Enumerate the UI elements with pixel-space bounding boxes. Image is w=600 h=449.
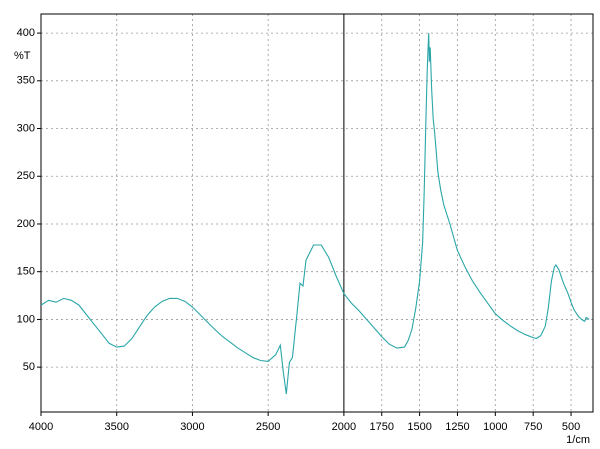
y-tick-label: 250 — [17, 170, 35, 182]
x-tick-label: 1500 — [407, 421, 431, 433]
x-tick-label: 1000 — [483, 421, 507, 433]
plot-frame — [40, 13, 594, 413]
y-tick-label: 150 — [17, 266, 35, 278]
x-tick-label: 4000 — [29, 421, 53, 433]
x-tick-label: 1750 — [369, 421, 393, 433]
y-axis-label: %T — [14, 50, 31, 62]
y-tick-label: 400 — [17, 27, 35, 39]
spectrum-line — [40, 33, 590, 394]
x-tick-label: 750 — [524, 421, 542, 433]
x-tick-label: 2500 — [256, 421, 280, 433]
x-tick-label: 1250 — [445, 421, 469, 433]
x-tick-label: 3500 — [104, 421, 128, 433]
y-tick-label: 350 — [17, 75, 35, 87]
y-tick-label: 50 — [23, 361, 35, 373]
y-tick-label: 300 — [17, 122, 35, 134]
x-tick-label: 2000 — [332, 421, 356, 433]
y-tick-label: 200 — [17, 218, 35, 230]
y-tick-label: 100 — [17, 313, 35, 325]
x-axis-label: 1/cm — [566, 434, 590, 446]
x-tick-label: 3000 — [180, 421, 204, 433]
x-tick-label: 500 — [562, 421, 580, 433]
